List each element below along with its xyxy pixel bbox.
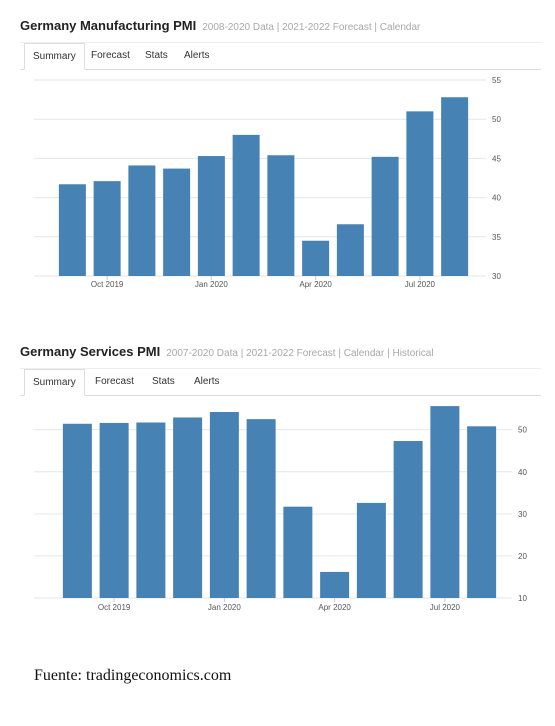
manufacturing-y-tick-label: 45 xyxy=(492,154,501,163)
manufacturing-tab-stats[interactable]: Stats xyxy=(145,50,168,61)
services-tab-stats[interactable]: Stats xyxy=(152,376,175,387)
services-y-tick-label: 30 xyxy=(518,510,527,519)
services-y-tick-label: 10 xyxy=(518,594,527,603)
services-bar[interactable] xyxy=(467,426,497,598)
manufacturing-y-tick-label: 50 xyxy=(492,115,501,124)
manufacturing-bar[interactable] xyxy=(302,240,330,276)
manufacturing-y-tick-label: 40 xyxy=(492,194,501,203)
manufacturing-tab-summary[interactable]: Summary xyxy=(24,43,85,70)
services-x-tick-label: Jul 2020 xyxy=(430,603,461,612)
services-tabbar: Summary Forecast Stats Alerts xyxy=(20,368,541,396)
services-bar[interactable] xyxy=(99,422,129,598)
services-x-tick-label: Oct 2019 xyxy=(98,603,131,612)
services-tab-alerts[interactable]: Alerts xyxy=(194,376,220,387)
manufacturing-chart: 30 35 40 45 50 55 Oct 2019 Jan 2020 Apr 2020 Jul … xyxy=(34,76,501,289)
services-bar[interactable] xyxy=(173,417,203,598)
services-y-tick-label: 20 xyxy=(518,552,527,561)
source-note: Fuente: tradingeconomics.com xyxy=(34,667,232,684)
manufacturing-bar[interactable] xyxy=(232,134,260,276)
manufacturing-bar[interactable] xyxy=(93,181,121,276)
services-title: Germany Services PMI xyxy=(20,344,161,359)
manufacturing-title-row: Germany Manufacturing PMI 2008-2020 Data … xyxy=(20,18,420,33)
manufacturing-y-tick-label: 55 xyxy=(492,76,501,85)
services-bar[interactable] xyxy=(136,422,166,598)
manufacturing-tab-alerts[interactable]: Alerts xyxy=(184,50,210,61)
manufacturing-y-tick-label: 35 xyxy=(492,233,501,242)
manufacturing-bar[interactable] xyxy=(371,156,399,276)
manufacturing-tab-forecast[interactable]: Forecast xyxy=(91,50,130,61)
manufacturing-y-tick-label: 30 xyxy=(492,272,501,281)
services-x-tick-label: Apr 2020 xyxy=(318,603,351,612)
services-bar[interactable] xyxy=(62,423,92,598)
manufacturing-bar[interactable] xyxy=(128,165,156,276)
services-bar[interactable] xyxy=(246,419,276,598)
manufacturing-bar[interactable] xyxy=(197,156,225,276)
services-tab-forecast[interactable]: Forecast xyxy=(95,376,134,387)
manufacturing-tabbar: Summary Forecast Stats Alerts xyxy=(20,42,541,70)
manufacturing-bar[interactable] xyxy=(406,111,434,276)
manufacturing-subtitle: 2008-2020 Data | 2021-2022 Forecast | Ca… xyxy=(202,22,421,33)
manufacturing-x-tick-label: Oct 2019 xyxy=(91,280,124,289)
manufacturing-bar[interactable] xyxy=(267,155,295,276)
services-x-tick-label: Jan 2020 xyxy=(208,603,241,612)
services-bar[interactable] xyxy=(356,502,386,598)
manufacturing-title: Germany Manufacturing PMI xyxy=(20,18,197,33)
services-bar[interactable] xyxy=(209,411,239,598)
manufacturing-bar[interactable] xyxy=(58,184,86,276)
manufacturing-bar[interactable] xyxy=(336,224,364,276)
services-y-tick-label: 50 xyxy=(518,426,527,435)
manufacturing-x-tick-label: Apr 2020 xyxy=(299,280,332,289)
manufacturing-x-tick-label: Jan 2020 xyxy=(195,280,228,289)
services-bar[interactable] xyxy=(393,441,423,598)
services-bar[interactable] xyxy=(430,406,460,598)
services-tab-summary[interactable]: Summary xyxy=(24,369,85,396)
manufacturing-bar[interactable] xyxy=(441,97,469,276)
services-subtitle: 2007-2020 Data | 2021-2022 Forecast | Ca… xyxy=(166,348,434,359)
services-title-row: Germany Services PMI 2007-2020 Data | 202… xyxy=(20,344,434,359)
manufacturing-x-tick-label: Jul 2020 xyxy=(405,280,436,289)
services-bar[interactable] xyxy=(320,571,350,598)
manufacturing-bar[interactable] xyxy=(163,168,191,276)
services-bar[interactable] xyxy=(283,506,313,598)
services-y-tick-label: 40 xyxy=(518,468,527,477)
